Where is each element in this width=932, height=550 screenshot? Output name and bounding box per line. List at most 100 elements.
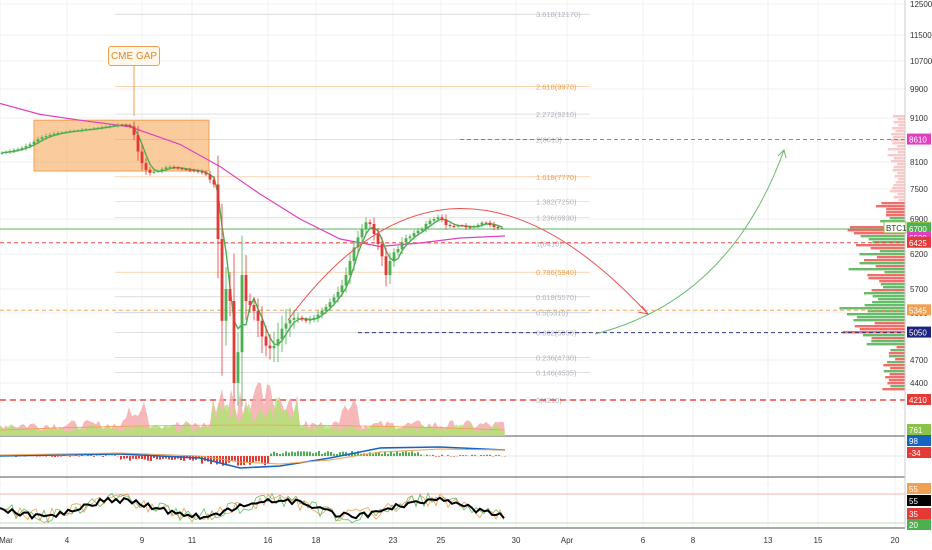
macd-hist-bar: [420, 454, 422, 456]
candle-body: [192, 170, 196, 172]
volume-profile-bar: [891, 127, 905, 130]
macd-hist-bar: [150, 456, 152, 461]
candle-body: [76, 130, 80, 132]
volume-profile-bar: [893, 115, 905, 118]
candle-body: [176, 167, 180, 169]
fib-label: 1.618(7770): [536, 173, 577, 182]
volume-profile-bar: [898, 199, 905, 202]
candle-body: [60, 132, 64, 134]
candle-body: [36, 139, 40, 142]
volume-profile-bar: [881, 202, 905, 205]
horizontal-levels: [0, 139, 905, 401]
volume-profile-bar: [882, 388, 905, 391]
volume-profile-bar: [897, 193, 905, 196]
macd-hist-bar: [273, 451, 275, 456]
volume-profile-bar: [879, 250, 905, 253]
candle-body: [128, 125, 132, 127]
candle-body: [388, 261, 392, 275]
macd-badge-2-bg: [907, 447, 931, 458]
candle-body: [324, 307, 328, 311]
candle-body: [168, 166, 172, 168]
candle-body: [364, 222, 368, 229]
candle-body: [424, 224, 428, 229]
stoch-d-line: [0, 491, 505, 524]
macd-hist-bar: [327, 451, 329, 456]
candle-body: [180, 168, 184, 170]
macd-hist-bar: [438, 456, 440, 457]
stoch-badge-4-text: 20: [909, 521, 918, 530]
macd-hist-bar: [171, 456, 173, 460]
candle-body: [220, 239, 224, 321]
volume-ma-line: [0, 424, 506, 431]
fib-label: 0.5(5310): [536, 308, 569, 317]
fib-label: 0.146(4535): [536, 369, 577, 378]
volume-profile-bar: [859, 253, 905, 256]
macd-hist-bar: [291, 451, 293, 456]
candle-body: [380, 244, 384, 257]
candle-body: [212, 179, 216, 185]
macd-hist-bar: [222, 456, 224, 466]
macd-hist-bar: [405, 451, 407, 456]
macd-hist-bar: [390, 451, 392, 456]
volume-profile-bar: [897, 118, 905, 121]
candle-body: [432, 219, 436, 221]
macd-hist-bar: [264, 456, 266, 466]
candle-body: [64, 131, 68, 133]
volume-profile-bar: [846, 313, 905, 316]
candle-body: [372, 224, 376, 234]
price-tick-label: 9900: [910, 85, 928, 94]
volume-profile-bar: [886, 211, 905, 214]
volume-profile-bar: [888, 379, 905, 382]
badge-6700-text: 6700: [909, 225, 927, 234]
volume-profile-bar: [863, 292, 905, 295]
macd-hist-bar: [276, 452, 278, 456]
macd-hist-bar: [138, 456, 140, 459]
volume-profile-bar: [886, 208, 905, 211]
candle-body: [304, 319, 308, 321]
volume-profile-bar: [870, 247, 905, 250]
cme-gap-rect: [33, 119, 210, 172]
macd-hist-bar: [300, 451, 302, 456]
candle-body: [124, 124, 128, 126]
macd-hist-bar: [312, 453, 314, 456]
fib-label: 0.618(5570): [536, 293, 577, 302]
candle-body: [352, 247, 356, 261]
volume-profile-bar: [888, 352, 905, 355]
macd-hist-bar: [162, 456, 164, 459]
macd-hist-bar: [87, 455, 89, 456]
fib-label: 1.382(7250): [536, 198, 577, 207]
macd-hist-bar: [375, 452, 377, 456]
volume-profile-bar: [892, 142, 905, 145]
macd-hist-bar: [198, 456, 200, 459]
volume-profile-bar: [893, 157, 905, 160]
volume-profile-bar: [853, 319, 905, 322]
candle-body: [240, 275, 244, 353]
candle-body: [300, 317, 304, 320]
candle-body: [428, 220, 432, 224]
candle-body: [196, 170, 200, 172]
macd-hist-bar: [153, 456, 155, 459]
volume-profile-bar: [875, 265, 905, 268]
volume-profile-bar: [849, 226, 905, 229]
symbol-badge-text: BTC1: [886, 224, 907, 233]
volume-profile-bar: [853, 232, 905, 235]
stoch-badge-4-bg: [907, 519, 931, 530]
volume-profile-bar: [893, 136, 905, 139]
volume-pane: [0, 382, 506, 436]
badge-5050-bg: [907, 326, 931, 338]
macd-line: [0, 446, 506, 469]
volume-profile-bar: [889, 217, 905, 220]
candle-body: [40, 137, 44, 140]
macd-hist-bar: [471, 454, 473, 456]
volume-profile-bar: [893, 121, 905, 124]
green-projection-head: [777, 149, 787, 159]
candle-body: [484, 222, 488, 224]
macd-hist-bar: [36, 456, 38, 457]
macd-hist-bar: [207, 456, 209, 462]
macd-hist-bar: [333, 453, 335, 456]
candle-body: [316, 314, 320, 318]
candle-body: [468, 227, 472, 229]
candle-body: [412, 233, 416, 237]
macd-hist-bar: [240, 456, 242, 466]
macd-hist-bar: [357, 451, 359, 456]
